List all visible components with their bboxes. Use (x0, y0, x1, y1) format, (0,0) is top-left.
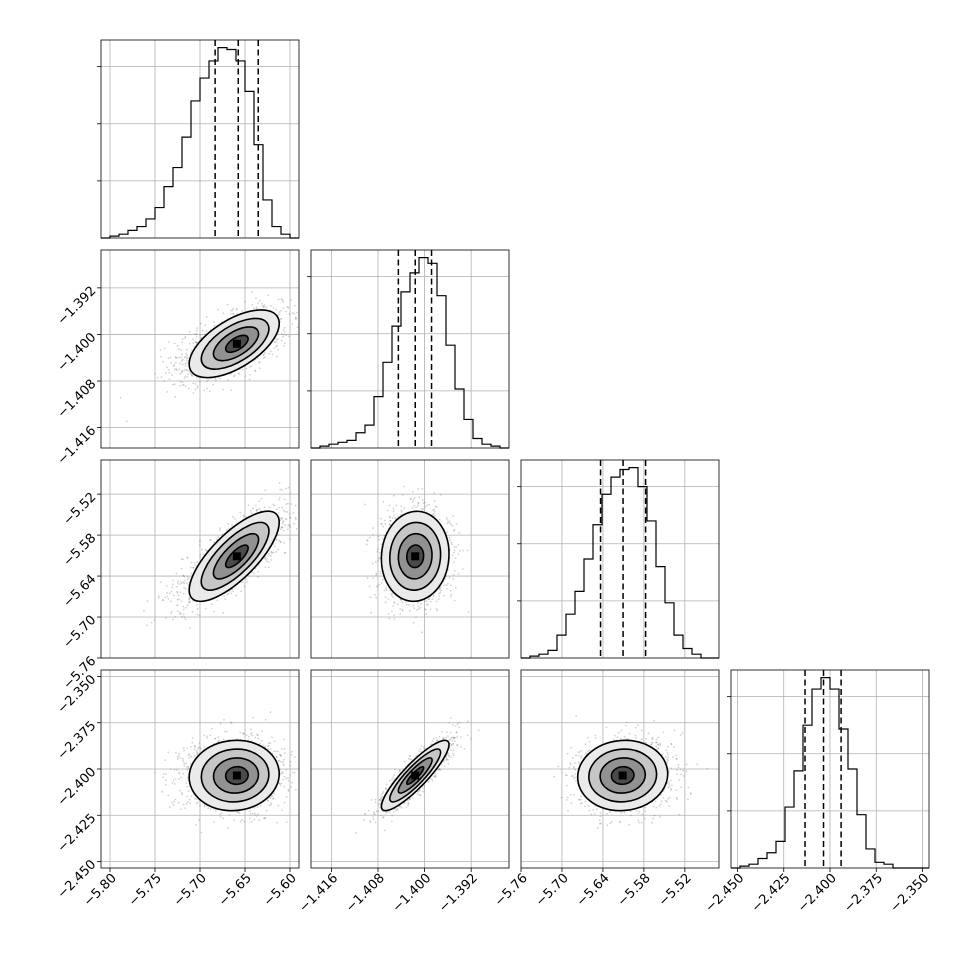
x-tick-label: −5.52 (656, 871, 695, 910)
density-peak (232, 552, 241, 561)
x-tick-label: −5.64 (574, 871, 613, 910)
x-tick-label: −1.408 (343, 871, 388, 916)
density-peak (618, 771, 627, 780)
x-tick-label: −1.392 (436, 871, 481, 916)
contour-level-2 (397, 532, 433, 580)
contour-level-1 (405, 544, 425, 569)
contour-level-3 (389, 521, 442, 591)
density-peak (232, 339, 241, 348)
axes-frame (310, 249, 510, 449)
contour-level-4 (188, 510, 281, 603)
histogram-line (311, 257, 509, 449)
contour-level-2 (599, 757, 647, 794)
contour-level-3 (200, 748, 270, 803)
scatter-panel-4-1 (97, 669, 300, 872)
x-tick-label: −5.58 (615, 871, 654, 910)
x-tick-label: −5.65 (216, 871, 255, 910)
contour-level-3 (200, 521, 270, 591)
scatter-panel-4-2 (310, 669, 510, 872)
contour-level-2 (212, 757, 260, 794)
y-tick-label: −1.400 (55, 330, 100, 375)
axes-frame (100, 39, 300, 239)
contour-level-1 (610, 765, 635, 786)
density-peak (232, 771, 241, 780)
contour-level-3 (588, 748, 658, 803)
contour-level-1 (405, 765, 425, 786)
histogram-panel-3 (517, 459, 720, 659)
x-tick-label: −1.400 (390, 871, 435, 916)
y-tick-label: −5.58 (61, 531, 100, 570)
contour-level-4 (188, 739, 281, 812)
x-tick-label: −2.450 (703, 871, 748, 916)
histogram-line (101, 47, 299, 239)
scatter-panel-2-1 (97, 249, 300, 449)
contour-level-2 (397, 757, 433, 794)
scatter-panel-3-1 (97, 459, 300, 659)
y-tick-label: −1.392 (55, 284, 100, 329)
contour-level-4 (380, 510, 450, 603)
density-peak (411, 771, 420, 780)
x-tick-label: −5.60 (261, 871, 300, 910)
y-tick-label: −2.425 (55, 811, 100, 856)
scatter-panel-4-3 (520, 669, 720, 872)
y-tick-label: −1.408 (55, 377, 100, 422)
x-tick-label: −2.350 (888, 871, 933, 916)
x-tick-label: −5.70 (171, 871, 210, 910)
axes-frame (310, 669, 510, 869)
histogram-line (731, 677, 929, 869)
axes-frame (520, 669, 720, 869)
y-tick-label: −5.52 (61, 490, 100, 529)
x-tick-label: −2.425 (749, 871, 794, 916)
axes-frame (100, 459, 300, 659)
contour-level-3 (200, 317, 270, 370)
contour-level-2 (212, 532, 260, 580)
contour-level-1 (224, 334, 249, 354)
histogram-panel-2 (307, 249, 510, 449)
x-tick-label: −1.416 (297, 871, 342, 916)
contour-level-2 (212, 326, 260, 362)
density-peak (411, 552, 420, 561)
histogram-panel-4 (727, 669, 930, 872)
contour-lines (188, 510, 281, 603)
contour-level-1 (224, 544, 249, 569)
x-tick-label: −5.70 (533, 871, 572, 910)
contour-level-1 (224, 765, 249, 786)
axes-frame (520, 459, 720, 659)
histogram-line (521, 467, 719, 659)
x-tick-label: −2.375 (841, 871, 886, 916)
x-tick-label: −5.76 (492, 871, 531, 910)
y-tick-label: −2.400 (55, 765, 100, 810)
y-tick-label: −5.70 (61, 613, 100, 652)
y-tick-label: −1.416 (55, 423, 100, 468)
axes-frame (100, 249, 300, 449)
x-tick-label: −5.75 (126, 871, 165, 910)
x-tick-label: −2.400 (795, 871, 840, 916)
contour-level-4 (188, 309, 281, 379)
scatter-panel-3-2 (310, 459, 510, 659)
axes-frame (310, 459, 510, 659)
contour-lines (380, 510, 450, 603)
y-tick-label: −5.64 (61, 572, 100, 611)
contour-level-4 (576, 739, 669, 812)
contour-lines (188, 309, 281, 379)
panels-layer: −5.80 −5.75 −5.70 −5.65 −5.60−1.416 −1.408 −1.… (55, 39, 933, 916)
contour-lines (188, 739, 281, 812)
y-tick-label: −2.375 (55, 718, 100, 763)
contour-level-4 (380, 739, 450, 812)
contour-lines (380, 739, 450, 812)
tick-labels: −5.80 −5.75 −5.70 −5.65 −5.60−1.416 −1.408 −1.… (55, 284, 933, 916)
contour-lines (576, 739, 669, 812)
contour-level-3 (389, 748, 442, 803)
histogram-panel-1 (97, 39, 300, 239)
